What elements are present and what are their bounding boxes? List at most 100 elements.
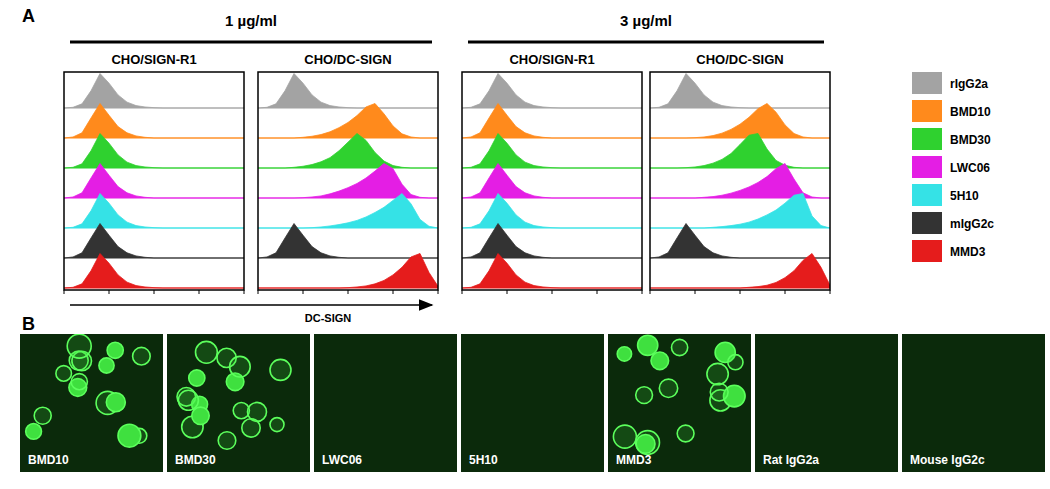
histogram — [258, 104, 438, 139]
histogram — [258, 254, 438, 289]
legend-swatch — [912, 156, 942, 178]
cell — [178, 390, 198, 410]
axis-label: DC-SIGN — [305, 312, 352, 324]
cell — [613, 425, 636, 448]
cell — [106, 393, 125, 412]
panel-title: CHO/DC-SIGN — [696, 52, 783, 67]
legend-label: MMD3 — [950, 245, 986, 259]
axis-arrow — [70, 304, 432, 306]
tick — [109, 290, 110, 294]
micrograph: 5H10 — [461, 334, 604, 472]
histogram — [650, 224, 830, 259]
histogram — [64, 164, 244, 199]
cell — [270, 359, 291, 380]
tick — [642, 290, 643, 294]
cell — [707, 363, 728, 384]
image-label: MMD3 — [616, 453, 652, 467]
legend-swatch — [912, 240, 942, 262]
histogram — [64, 254, 244, 289]
legend-label: rIgG2a — [950, 77, 988, 91]
micrograph: Mouse IgG2c — [902, 334, 1045, 472]
legend-label: mIgG2c — [950, 217, 994, 231]
tick — [740, 290, 741, 294]
image-label: LWC06 — [322, 453, 362, 467]
group-bar — [70, 41, 432, 44]
cell — [189, 370, 205, 386]
micrograph: BMD30 — [167, 334, 310, 472]
cell — [230, 356, 251, 377]
cell — [107, 342, 123, 358]
figure: A1 µg/ml3 µg/mlCHO/SIGN-R1CHO/DC-SIGNCHO… — [0, 0, 1050, 489]
image-bg — [167, 334, 310, 472]
group-label: 1 µg/ml — [225, 12, 277, 29]
image-label: Mouse IgG2c — [910, 453, 985, 467]
cell — [270, 418, 284, 432]
panel-title: CHO/DC-SIGN — [304, 52, 391, 67]
histogram — [650, 164, 830, 199]
cell — [636, 435, 655, 454]
panel-title: CHO/SIGN-R1 — [111, 52, 196, 67]
plot-area — [258, 74, 438, 289]
cells — [26, 334, 151, 447]
panel-frame — [258, 72, 438, 290]
cell — [67, 334, 91, 358]
image-bg — [314, 334, 457, 472]
panel-frame — [650, 72, 830, 290]
histogram — [650, 134, 830, 169]
panel-label: B — [22, 314, 35, 334]
micrograph: Rat IgG2a — [755, 334, 898, 472]
histogram — [64, 74, 244, 109]
cell — [26, 424, 42, 440]
histogram — [258, 164, 438, 199]
legend-swatch — [912, 184, 942, 206]
histogram — [64, 224, 244, 259]
plot-area — [462, 74, 642, 289]
cell — [617, 347, 631, 361]
micrograph: MMD3 — [608, 334, 751, 472]
tick — [154, 290, 155, 294]
plot-area — [64, 74, 244, 289]
tick — [393, 290, 394, 294]
legend-label: 5H10 — [950, 189, 979, 203]
tick — [244, 290, 245, 294]
histogram — [650, 194, 830, 229]
cell — [56, 366, 72, 382]
tick — [552, 290, 553, 294]
cells — [613, 335, 745, 454]
cell — [196, 341, 218, 363]
histogram — [462, 164, 642, 199]
legend-swatch — [912, 100, 942, 122]
histogram — [462, 134, 642, 169]
histogram — [462, 224, 642, 259]
cell — [34, 407, 51, 424]
tick — [507, 290, 508, 294]
cell — [636, 431, 660, 455]
tick — [830, 290, 831, 294]
histogram — [462, 194, 642, 229]
cell — [242, 419, 260, 437]
tick — [348, 290, 349, 294]
image-bg — [755, 334, 898, 472]
cell — [710, 383, 728, 401]
panel-frame — [64, 72, 244, 290]
cell — [71, 374, 87, 390]
histogram — [650, 74, 830, 109]
cell — [218, 432, 236, 450]
cell — [677, 425, 694, 442]
legend-label: BMD30 — [950, 133, 991, 147]
histogram — [650, 104, 830, 139]
plot-area — [650, 74, 830, 289]
legend-swatch — [912, 72, 942, 94]
legend-swatch — [912, 128, 942, 150]
image-label: BMD30 — [175, 453, 216, 467]
tick — [64, 290, 65, 294]
group-bar — [468, 41, 824, 44]
cell — [133, 347, 151, 365]
tick — [258, 290, 259, 294]
micrograph: LWC06 — [314, 334, 457, 472]
histogram — [258, 134, 438, 169]
legend-label: BMD10 — [950, 105, 991, 119]
tick — [438, 290, 439, 294]
histogram — [64, 104, 244, 139]
tick — [597, 290, 598, 294]
